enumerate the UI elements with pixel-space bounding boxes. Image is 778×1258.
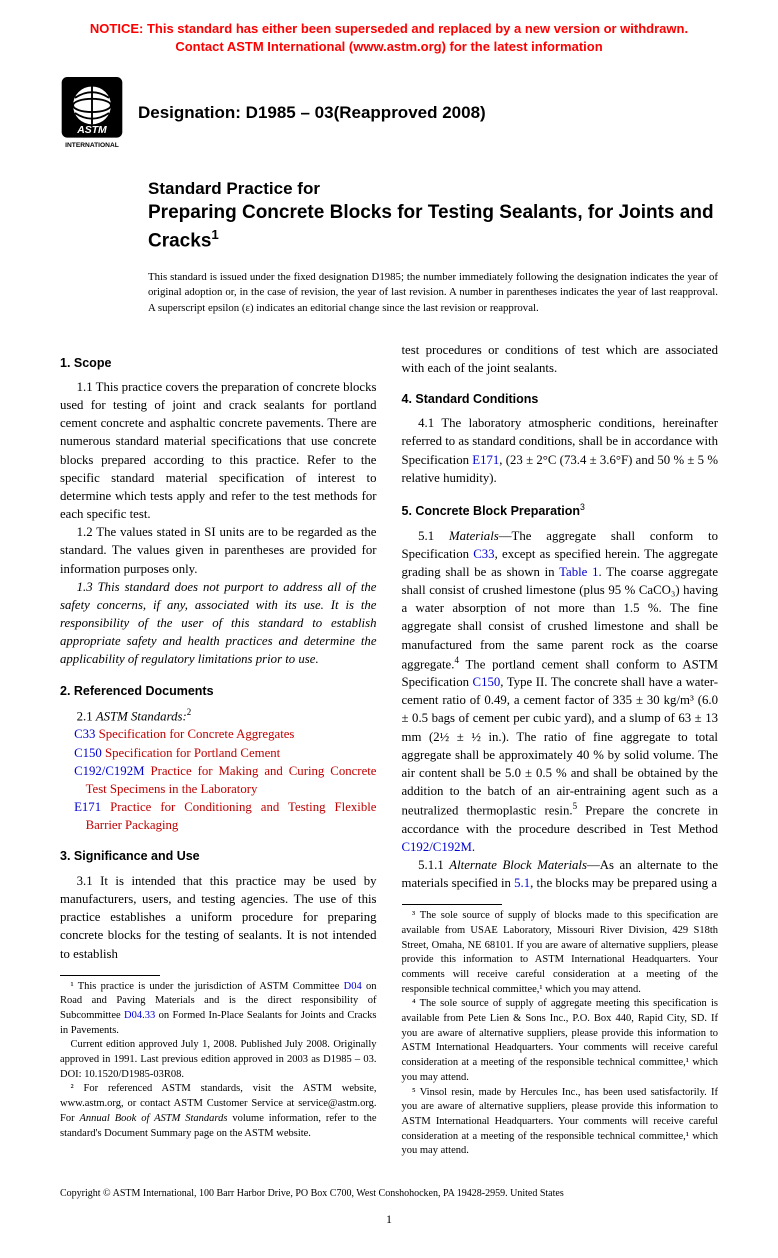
title-block: Standard Practice for Preparing Concrete… [148,177,718,254]
s5p1b: Materials [449,529,499,543]
s5p1a: 5.1 [418,529,449,543]
notice-line2: Contact ASTM International (www.astm.org… [60,38,718,56]
column-right: test procedures or conditions of test wh… [402,341,719,1159]
s5p2d: , the blocks may be prepared using a [530,876,717,890]
fn1-link1[interactable]: D04 [344,981,362,992]
s5p2b: Alternate Block Materials [449,858,587,872]
page-number: 1 [60,1211,718,1228]
ref-item: C150 Specification for Portland Cement [86,744,377,762]
s5p2-link[interactable]: 5.1 [514,876,530,890]
sec5-p2: 5.1.1 Alternate Block Materials—As an al… [402,856,719,892]
designation-label: Designation: D1985 – 03(Reapproved 2008) [138,101,486,125]
ref-link[interactable]: C150 [74,746,102,760]
astm-logo-icon: ASTM INTERNATIONAL [60,77,124,149]
columns: 1. Scope 1.1 This practice covers the pr… [60,341,718,1159]
notice-line1: NOTICE: This standard has either been su… [60,20,718,38]
s5p2a: 5.1.1 [418,858,449,872]
ref-link[interactable]: C192/C192M [74,764,144,778]
fn2-b: Annual Book of ASTM Standards [80,1113,228,1124]
svg-text:ASTM: ASTM [76,125,107,136]
ref-text: Specification for Portland Cement [102,746,280,760]
fn1-a: ¹ This practice is under the jurisdictio… [71,981,344,992]
svg-text:INTERNATIONAL: INTERNATIONAL [65,142,119,149]
sec2-lead: 2.1 ASTM Standards:2 [60,706,377,725]
s5-link-c192[interactable]: C192/C192M [402,840,472,854]
sec1-p1: 1.1 This practice covers the preparation… [60,378,377,523]
ref-text: Practice for Conditioning and Testing Fl… [86,800,377,832]
fn1-link2[interactable]: D04.33 [124,1010,155,1021]
sec4-p1: 4.1 The laboratory atmospheric condition… [402,414,719,487]
sec2-sup: 2 [187,707,191,717]
title-line2: Preparing Concrete Blocks for Testing Se… [148,201,718,254]
sec2-head: 2. Referenced Documents [60,683,377,701]
s5p1e: . The coarse aggregate shall consist of … [402,565,719,671]
col2-top: test procedures or conditions of test wh… [402,341,719,377]
s5p1g: , Type II. The concrete shall have a wat… [402,675,719,817]
title-line1: Standard Practice for [148,177,718,201]
ref-text: Specification for Concrete Aggregates [95,727,294,741]
sec4-link[interactable]: E171 [472,453,499,467]
footnote-2: ² For referenced ASTM standards, visit t… [60,1082,377,1141]
issuance-note: This standard is issued under the fixed … [148,270,718,317]
column-left: 1. Scope 1.1 This practice covers the pr… [60,341,377,1159]
footnote-1b: Current edition approved July 1, 2008. P… [60,1038,377,1082]
sec4-head: 4. Standard Conditions [402,391,719,409]
title-sup: 1 [211,227,218,242]
sec5-p1: 5.1 Materials—The aggregate shall confor… [402,527,719,856]
sec5-head: 5. Concrete Block Preparation3 [402,501,719,521]
sec3-p1: 3.1 It is intended that this practice ma… [60,872,377,963]
page: NOTICE: This standard has either been su… [0,0,778,1258]
sec5-head-sup: 3 [580,502,585,512]
sec2-lead-a: 2.1 [77,709,96,723]
header-row: ASTM INTERNATIONAL Designation: D1985 – … [60,77,718,149]
sec1-p2: 1.2 The values stated in SI units are to… [60,523,377,577]
ref-item: E171 Practice for Conditioning and Testi… [86,798,377,834]
s5p1i: . [472,840,475,854]
footnote-rule-right [402,904,502,905]
sec2-lead-b: ASTM Standards: [96,709,187,723]
sec1-p3: 1.3 This standard does not purport to ad… [60,578,377,669]
footnote-3: ³ The sole source of supply of blocks ma… [402,909,719,997]
footnote-4: ⁴ The sole source of supply of aggregate… [402,997,719,1085]
s5-link-c33[interactable]: C33 [473,547,494,561]
ref-link[interactable]: C33 [74,727,95,741]
footnote-5: ⁵ Vinsol resin, made by Hercules Inc., h… [402,1086,719,1159]
sec5-head-text: 5. Concrete Block Preparation [402,504,581,518]
sec1-head: 1. Scope [60,355,377,373]
copyright-line: Copyright © ASTM International, 100 Barr… [60,1187,718,1201]
s5-link-table1[interactable]: Table 1 [559,565,598,579]
ref-link[interactable]: E171 [74,800,101,814]
footnote-1: ¹ This practice is under the jurisdictio… [60,980,377,1039]
footnote-rule [60,975,160,976]
title-text: Preparing Concrete Blocks for Testing Se… [148,202,714,251]
ref-item: C33 Specification for Concrete Aggregate… [86,725,377,743]
s5-link-c150[interactable]: C150 [473,675,501,689]
sec3-head: 3. Significance and Use [60,848,377,866]
notice-banner: NOTICE: This standard has either been su… [60,20,718,55]
ref-item: C192/C192M Practice for Making and Curin… [86,762,377,798]
